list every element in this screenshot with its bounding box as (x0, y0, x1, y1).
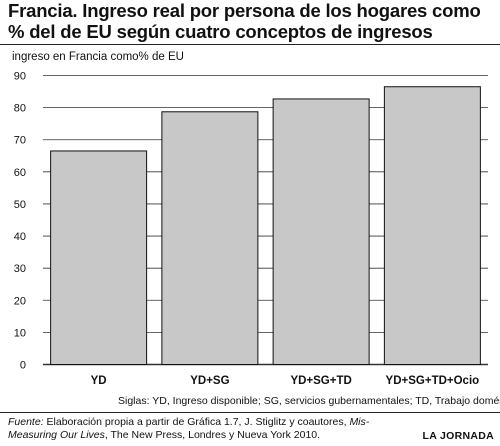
y-tick-label: 60 (14, 167, 26, 179)
category-label: YD (91, 375, 107, 387)
chart-title: Francia. Ingreso real por persona de los… (8, 0, 481, 42)
acronym-note: Siglas: YD, Ingreso disponible; SG, serv… (118, 395, 500, 407)
bars (50, 86, 481, 366)
y-tick-label: 80 (14, 103, 26, 115)
source-book-title: Mis-Measuring Our Lives (8, 416, 370, 441)
source-label: Fuente: (8, 416, 44, 428)
source-note: Fuente: Elaboración propia a partir de G… (8, 416, 403, 442)
y-tick-label: 70 (14, 135, 26, 147)
category-label: YD+SG+TD (290, 375, 351, 387)
bar-yd (50, 150, 148, 365)
publisher-brand: LA JORNADA (422, 430, 494, 442)
category-labels: YD YD+SG YD+SG+TD YD+SG+TD+Ocio (91, 375, 480, 387)
title-divider (0, 44, 500, 45)
bar-yd-sg-td (272, 98, 370, 366)
y-tick-label: 50 (14, 199, 26, 211)
bar-yd-sg-td-ocio (383, 86, 481, 365)
bar-yd-sg (161, 111, 259, 365)
bar-chart: ingreso en Francia como% de EU 0 10 20 30 40… (12, 51, 488, 387)
y-tick-label: 90 (14, 71, 26, 83)
y-tick-labels: 0 10 20 30 40 50 60 70 80 90 (14, 71, 26, 372)
y-tick-label: 10 (14, 327, 26, 339)
source-text-after: , The New Press, Londres y Nueva York 20… (104, 429, 321, 441)
y-tick-label: 30 (14, 263, 26, 275)
y-axis-label: ingreso en Francia como% de EU (12, 51, 184, 63)
y-tick-label: 0 (20, 360, 26, 372)
y-tick-label: 40 (14, 231, 26, 243)
footer-divider (0, 412, 500, 413)
category-label: YD+SG (190, 375, 229, 387)
y-tick-label: 20 (14, 295, 26, 307)
source-text-before: Elaboración propia a partir de Gráfica 1… (43, 416, 350, 428)
category-label: YD+SG+TD+Ocio (386, 375, 480, 387)
